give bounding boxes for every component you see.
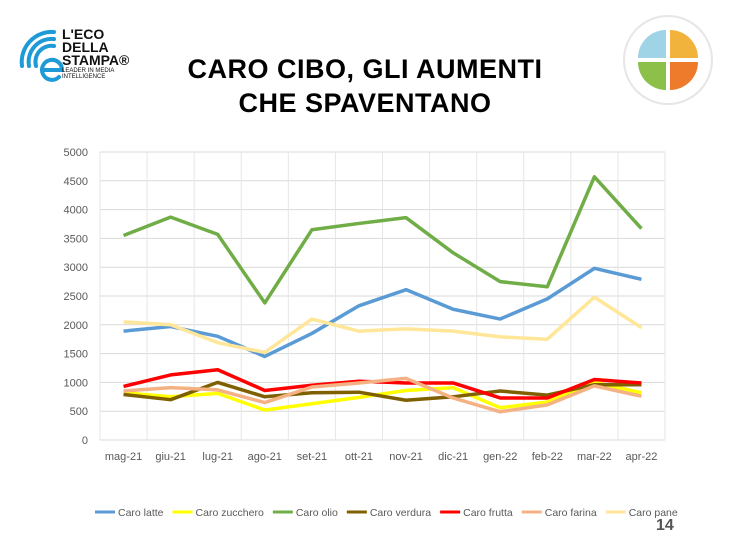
- legend-label: Caro frutta: [463, 507, 513, 519]
- x-tick-label: dic-21: [438, 451, 468, 463]
- food-category-badge-icon: [623, 15, 713, 105]
- x-tick-label: set-21: [297, 451, 328, 463]
- logo-line: STAMPA®: [62, 52, 130, 68]
- y-tick-label: 4500: [64, 176, 88, 188]
- series-line-caro-zucchero: [123, 380, 642, 412]
- y-tick-label: 1000: [64, 377, 88, 389]
- series-line-caro-pane: [123, 295, 643, 355]
- y-tick-label: 3500: [64, 233, 88, 245]
- series-line-caro-farina: [123, 376, 642, 414]
- x-tick-label: apr-22: [626, 451, 658, 463]
- logo-line: DELLA: [62, 39, 109, 55]
- x-tick-label: mar-22: [577, 451, 612, 463]
- y-tick-label: 0: [82, 435, 88, 447]
- legend-label: Caro verdura: [370, 507, 431, 519]
- y-tick-label: 5000: [64, 147, 88, 159]
- legend-label: Caro pane: [629, 507, 678, 519]
- x-tick-label: giu-21: [155, 451, 186, 463]
- legend-label: Caro zucchero: [196, 507, 264, 519]
- logo-wave-icon: [19, 29, 65, 82]
- page-title: CARO CIBO, GLI AUMENTI CHE SPAVENTANO: [150, 52, 580, 120]
- x-tick-label: nov-21: [389, 451, 423, 463]
- x-tick-label: gen-22: [483, 451, 517, 463]
- y-tick-label: 2000: [64, 320, 88, 332]
- legend-label: Caro latte: [118, 507, 164, 519]
- y-tick-label: 2500: [64, 291, 88, 303]
- y-tick-label: 4000: [64, 205, 88, 217]
- y-tick-label: 3000: [64, 262, 88, 274]
- title-line-2: CHE SPAVENTANO: [238, 88, 492, 118]
- page-number: 14: [656, 517, 674, 534]
- series-line-caro-olio: [122, 175, 643, 305]
- logo-tagline: LEADER IN MEDIA INTELLIGENCE: [62, 68, 115, 80]
- eco-della-stampa-logo: [14, 26, 164, 86]
- legend-label: Caro farina: [545, 507, 597, 519]
- x-tick-label: ago-21: [248, 451, 282, 463]
- legend-label: Caro olio: [296, 507, 338, 519]
- x-tick-label: feb-22: [532, 451, 563, 463]
- x-tick-label: ott-21: [345, 451, 373, 463]
- x-tick-label: lug-21: [202, 451, 233, 463]
- series-line-caro-latte: [123, 266, 642, 359]
- y-tick-label: 1500: [64, 349, 88, 361]
- logo-line: L'ECO: [62, 26, 105, 42]
- y-tick-label: 500: [70, 406, 88, 418]
- x-tick-label: mag-21: [105, 451, 142, 463]
- logo-text: L'ECO DELLA STAMPA®: [62, 26, 130, 68]
- title-line-1: CARO CIBO, GLI AUMENTI: [187, 54, 543, 84]
